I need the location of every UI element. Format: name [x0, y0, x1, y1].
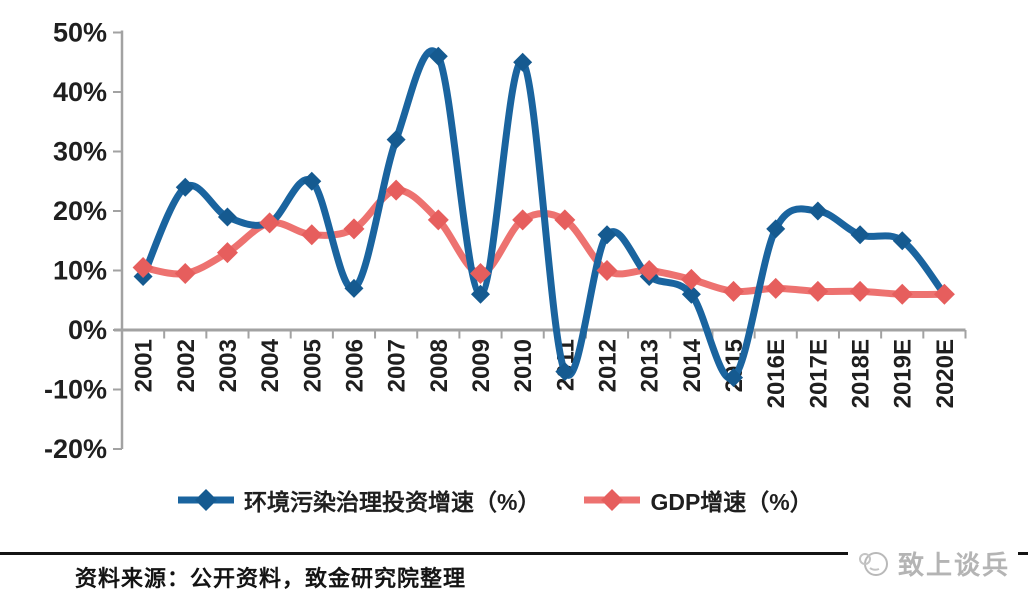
- investment-line-sample: [178, 489, 234, 511]
- x-tick-label: 2012: [595, 339, 622, 392]
- x-tick-label: 2014: [679, 338, 706, 392]
- y-tick-label: 10%: [53, 256, 107, 286]
- x-tick-label: 2010: [510, 339, 537, 392]
- x-tick-label: 2007: [384, 339, 411, 392]
- gdp-series-markers: [132, 179, 955, 305]
- x-tick-label: 2020E: [932, 339, 959, 408]
- x-axis: 2001 2002 2003 2004 2005 2006 2007 2008 2009 2010…: [114, 328, 967, 408]
- watermark: 致上谈兵: [847, 543, 1018, 584]
- x-tick-label: 2002: [173, 339, 200, 392]
- legend-label-gdp: GDP增速（%）: [650, 489, 813, 515]
- y-tick-label: 0%: [68, 315, 107, 345]
- y-axis: 50% 40% 30% 20% 10% 0% -10% -20%: [44, 18, 124, 464]
- x-tick-label: 2009: [468, 339, 495, 392]
- y-tick-label: 40%: [53, 77, 107, 107]
- y-tick-label: 20%: [53, 196, 107, 226]
- legend-label-investment: 环境污染治理投资增速（%）: [244, 489, 541, 515]
- x-tick-label: 2004: [257, 338, 284, 392]
- x-tick-label: 2008: [426, 339, 453, 392]
- y-tick-label: -20%: [44, 434, 107, 464]
- y-tick-label: 50%: [53, 18, 107, 48]
- x-tick-label: 2018E: [848, 339, 875, 408]
- x-tick-label: 2006: [341, 339, 368, 392]
- legend-item-gdp: GDP增速（%）: [584, 483, 813, 517]
- x-tick-label: 2003: [215, 339, 242, 392]
- y-tick-label: 30%: [53, 137, 107, 167]
- watermark-logo-icon: [858, 551, 888, 576]
- x-tick-label: 2001: [131, 339, 158, 392]
- line-chart: 50%40%30%20%10%0%-10%-20%2001 2002 2003 200…: [44, 18, 967, 464]
- legend-item-investment: 环境污染治理投资增速（%）: [178, 483, 540, 517]
- watermark-text: 致上谈兵: [897, 550, 1010, 580]
- chart-legend: 环境污染治理投资增速（%） GDP增速（%）: [178, 483, 813, 517]
- y-tick-label: -10%: [44, 375, 107, 405]
- x-tick-label: 2017E: [805, 339, 832, 408]
- footer-divider: [0, 552, 1028, 555]
- source-note: 资料来源：公开资料，致金研究院整理: [75, 566, 467, 591]
- x-tick-label: 2019E: [890, 339, 917, 408]
- x-tick-label: 2013: [637, 339, 664, 392]
- gdp-line-sample: [584, 489, 641, 511]
- x-tick-label: 2005: [299, 339, 326, 392]
- x-tick-label: 2016E: [763, 339, 790, 408]
